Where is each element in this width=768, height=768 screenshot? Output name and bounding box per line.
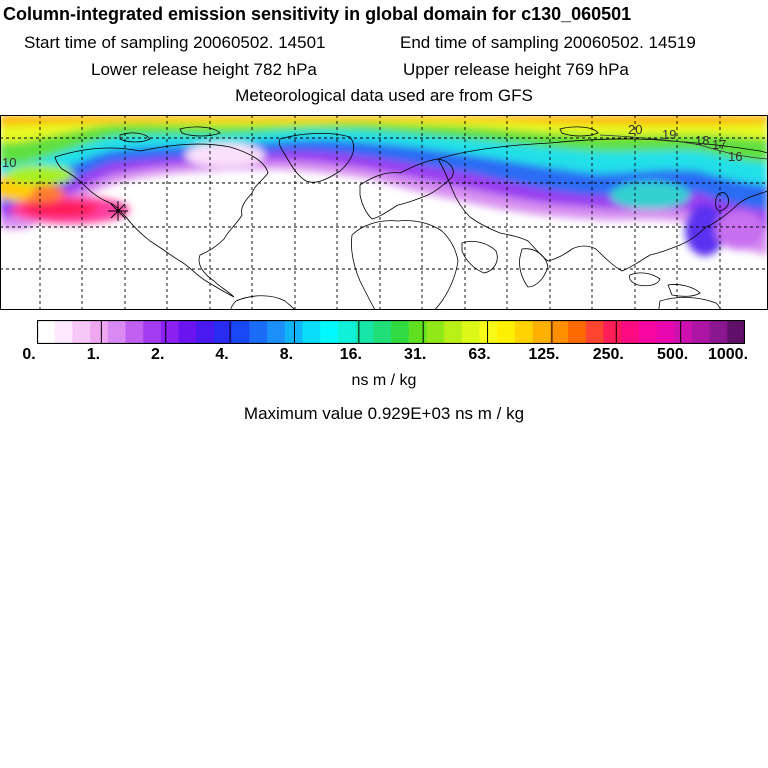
release-lower: Lower release height 782 hPa	[91, 60, 317, 79]
color-swatch	[709, 320, 728, 344]
sampling-start: Start time of sampling 20060502. 14501	[24, 33, 326, 52]
color-scale-border	[37, 320, 745, 344]
receptor-marker	[108, 201, 128, 221]
map-label: 18	[695, 133, 709, 148]
color-swatch	[656, 320, 675, 344]
color-swatch	[550, 320, 569, 344]
color-swatch	[178, 320, 197, 344]
maximum-value: Maximum value 0.929E+03 ns m / kg	[243, 404, 525, 423]
sampling-end: End time of sampling 20060502. 14519	[400, 33, 696, 52]
map-label: 16	[728, 149, 742, 164]
met-source: Meteorological data used are from GFS	[235, 86, 533, 105]
color-swatch	[231, 320, 250, 344]
color-swatch	[444, 320, 463, 344]
map-label: 19	[662, 127, 676, 142]
color-swatch	[107, 320, 126, 344]
color-swatch	[160, 320, 180, 344]
color-swatch	[90, 320, 109, 344]
color-swatch	[514, 320, 534, 344]
color-scale-tick-label: 8.	[279, 346, 294, 363]
color-swatch	[638, 320, 657, 344]
color-scale-tick-label: 1.	[86, 346, 101, 363]
color-scale-tick-label: 125.	[528, 346, 560, 363]
color-swatch	[355, 320, 374, 344]
sensitivity-field	[0, 115, 768, 256]
color-swatch	[727, 320, 745, 344]
color-swatch	[302, 320, 321, 344]
color-swatch	[196, 320, 215, 344]
color-swatch	[568, 320, 587, 344]
color-scale-tick-label: 4.	[215, 346, 229, 363]
color-swatch	[391, 320, 410, 344]
color-swatch	[54, 320, 73, 344]
color-swatch	[674, 320, 693, 344]
color-swatch	[373, 320, 392, 344]
map-label: 20	[628, 122, 642, 137]
color-swatch	[214, 320, 233, 344]
graticule	[0, 115, 768, 310]
sensitivity-map: 20 19 18 17 16 10	[0, 115, 768, 310]
release-upper: Upper release height 769 hPa	[403, 60, 629, 79]
color-swatch	[603, 320, 622, 344]
color-scale-tick-label: 63.	[468, 346, 491, 363]
color-swatch	[585, 320, 604, 344]
flight-track	[599, 134, 768, 160]
color-swatch	[461, 320, 480, 344]
color-swatch	[497, 320, 516, 344]
color-swatch	[249, 320, 268, 344]
color-swatch	[408, 320, 427, 344]
color-scale-tick-label: 31.	[404, 346, 427, 363]
color-swatch	[267, 320, 286, 344]
plot-title: Column-integrated emission sensitivity i…	[3, 4, 632, 24]
map-label: 10	[2, 155, 16, 170]
color-scale-tick-label: 2.	[151, 346, 165, 363]
color-swatch	[532, 320, 551, 344]
color-swatch	[320, 320, 339, 344]
color-swatch	[337, 320, 357, 344]
color-scale-tick-label: 500.	[657, 346, 689, 363]
color-scale-tick-label: 250.	[592, 346, 624, 363]
color-scale-tick-label: 0.	[22, 346, 36, 363]
color-swatch	[284, 320, 303, 344]
color-swatch	[691, 320, 711, 344]
color-scale-bar	[37, 320, 745, 344]
color-scale-tick-label: 16.	[339, 346, 362, 363]
color-swatch	[72, 320, 91, 344]
color-swatch	[37, 320, 56, 344]
color-swatch	[479, 320, 498, 344]
map-label: 17	[712, 137, 726, 152]
color-swatch	[125, 320, 144, 344]
color-swatch	[621, 320, 640, 344]
color-swatch	[143, 320, 162, 344]
color-swatch	[426, 320, 445, 344]
units-label: ns m / kg	[351, 372, 417, 389]
color-scale-tick-label: 1000.	[707, 346, 749, 363]
